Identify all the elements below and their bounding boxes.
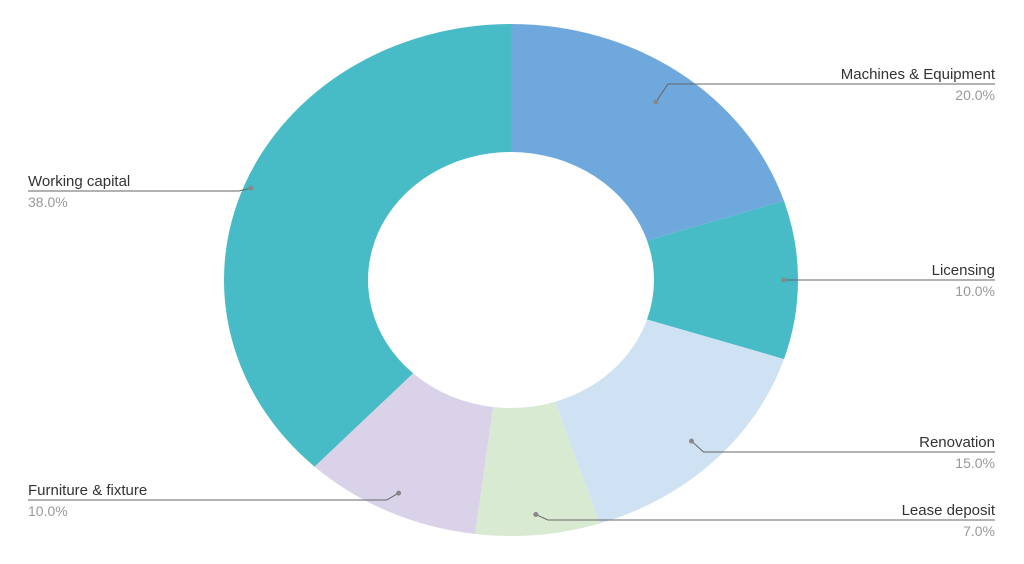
callout-labels: Machines & Equipment 20.0% Licensing 10.0% R… bbox=[28, 66, 996, 539]
callout-licensing: Licensing 10.0% bbox=[781, 262, 995, 299]
slice-label: Machines & Equipment bbox=[841, 66, 996, 83]
leader-dot bbox=[396, 490, 402, 496]
slice-percent: 15.0% bbox=[955, 455, 995, 471]
leader-line bbox=[691, 440, 995, 453]
leader-line bbox=[28, 492, 399, 501]
slice-label: Working capital bbox=[28, 173, 130, 190]
leader-line bbox=[28, 187, 251, 192]
slice-label: Renovation bbox=[919, 434, 995, 451]
leader-line bbox=[655, 83, 995, 103]
slice-label: Furniture & fixture bbox=[28, 482, 147, 499]
slice-licensing[interactable] bbox=[647, 200, 798, 360]
leader-dot bbox=[689, 438, 695, 444]
slice-percent: 10.0% bbox=[28, 503, 68, 519]
leader-dot bbox=[781, 277, 787, 283]
leader-dot bbox=[533, 511, 539, 517]
slice-furniture-and-fixture[interactable] bbox=[314, 373, 494, 534]
slice-percent: 7.0% bbox=[963, 523, 995, 539]
callout-working-capital: Working capital 38.0% bbox=[28, 173, 254, 210]
slice-working-capital[interactable] bbox=[224, 24, 512, 467]
leader-dot bbox=[653, 99, 659, 105]
slice-label: Licensing bbox=[932, 262, 995, 279]
slice-lease-deposit[interactable] bbox=[475, 401, 600, 536]
slice-percent: 20.0% bbox=[955, 87, 995, 103]
slice-percent: 38.0% bbox=[28, 194, 68, 210]
leader-line bbox=[535, 514, 995, 521]
callout-furniture-and-fixture: Furniture & fixture 10.0% bbox=[28, 482, 402, 519]
slice-label: Lease deposit bbox=[902, 502, 996, 519]
slice-machines-and-equipment[interactable] bbox=[511, 24, 784, 241]
leader-dot bbox=[248, 185, 254, 191]
callout-renovation: Renovation 15.0% bbox=[689, 434, 995, 471]
callout-lease-deposit: Lease deposit 7.0% bbox=[533, 502, 996, 539]
slice-renovation[interactable] bbox=[555, 319, 784, 524]
slice-percent: 10.0% bbox=[955, 283, 995, 299]
callout-machines-and-equipment: Machines & Equipment 20.0% bbox=[653, 66, 996, 105]
donut-slices bbox=[224, 24, 798, 536]
